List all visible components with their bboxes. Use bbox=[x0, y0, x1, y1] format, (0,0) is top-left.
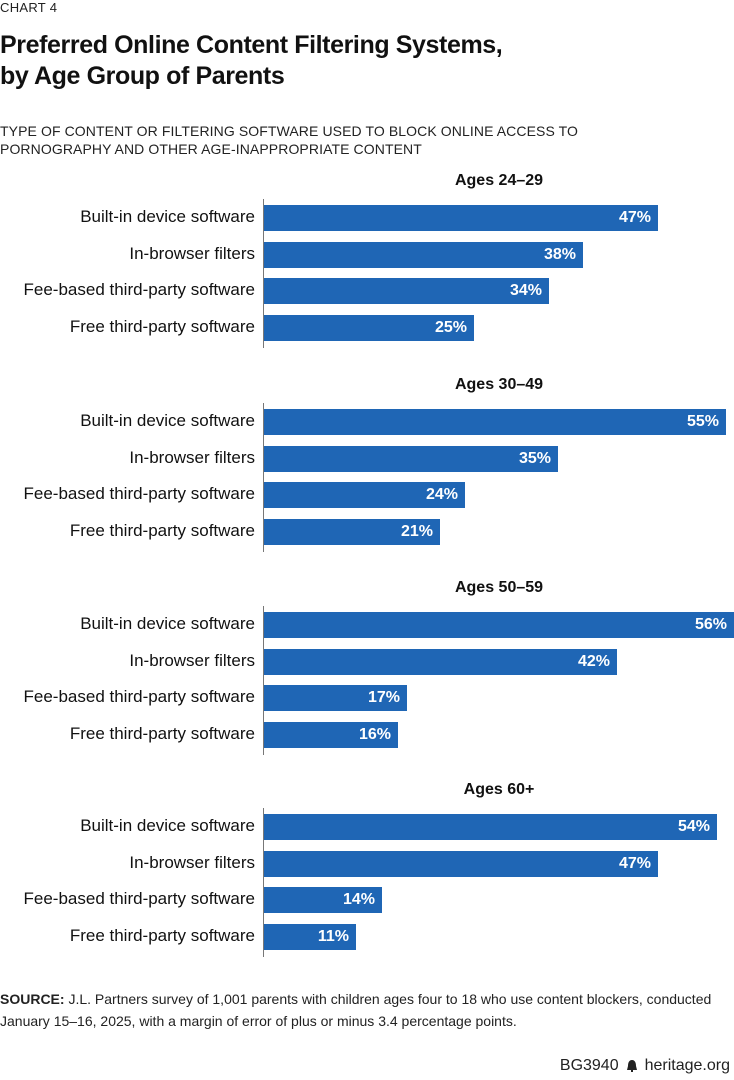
category-label: Fee-based third-party software bbox=[23, 687, 256, 706]
bar: 47% bbox=[264, 205, 658, 231]
category-label: Free third-party software bbox=[69, 723, 255, 743]
source-note: SOURCE: J.L. Partners survey of 1,001 pa… bbox=[0, 988, 730, 1032]
category-label: Built-in device software bbox=[80, 411, 255, 430]
bar: 14% bbox=[264, 887, 382, 913]
bar-value-label: 21% bbox=[400, 522, 433, 540]
heritage-link[interactable]: heritage.org bbox=[644, 1057, 730, 1074]
bar-value-label: 47% bbox=[618, 209, 651, 226]
bar: 25% bbox=[264, 314, 474, 341]
category-label: Built-in device software bbox=[80, 816, 255, 835]
bar: 56% bbox=[264, 612, 734, 638]
bar-value-label: 34% bbox=[509, 282, 542, 299]
chart-title-line-1: Preferred Online Content Filtering Syste… bbox=[0, 31, 503, 59]
bar: 47% bbox=[264, 850, 658, 877]
bar: 35% bbox=[264, 445, 558, 472]
chart-subtitle-line-1: TYPE OF CONTENT OR FILTERING SOFTWARE US… bbox=[0, 123, 579, 139]
bar-value-label: 38% bbox=[543, 245, 576, 263]
bar-value-label: 14% bbox=[342, 891, 375, 908]
bar-value-label: 55% bbox=[686, 413, 719, 430]
category-label: Built-in device software bbox=[80, 207, 255, 226]
chart-title: Preferred Online Content Filtering Syste… bbox=[0, 30, 700, 92]
bar-value-label: 42% bbox=[577, 652, 610, 670]
category-label: In-browser filters bbox=[129, 447, 255, 467]
report-code: BG3940 bbox=[559, 1057, 619, 1074]
chart-subtitle-line-2: PORNOGRAPHY AND OTHER AGE-INAPPROPRIATE … bbox=[0, 141, 422, 157]
source-label: SOURCE: bbox=[0, 991, 65, 1007]
y-axis-line bbox=[263, 606, 264, 755]
bar: 38% bbox=[264, 241, 583, 268]
bar-value-label: 25% bbox=[434, 318, 467, 336]
chart-title-line-2: by Age Group of Parents bbox=[0, 62, 285, 90]
category-label: In-browser filters bbox=[129, 243, 255, 263]
category-label: Fee-based third-party software bbox=[23, 280, 256, 299]
bar-value-label: 17% bbox=[367, 689, 400, 706]
chart-subtitle: TYPE OF CONTENT OR FILTERING SOFTWARE US… bbox=[0, 122, 700, 158]
category-label: In-browser filters bbox=[129, 650, 255, 670]
panel-title: Ages 30–49 bbox=[454, 376, 544, 393]
panel-title: Ages 24–29 bbox=[454, 172, 544, 189]
bar: 54% bbox=[264, 814, 717, 840]
category-label: Fee-based third-party software bbox=[23, 484, 256, 503]
bar: 55% bbox=[264, 409, 726, 435]
bar-value-label: 24% bbox=[425, 486, 458, 503]
bar: 24% bbox=[264, 482, 465, 508]
liberty-bell-icon bbox=[626, 1060, 637, 1072]
y-axis-line bbox=[263, 403, 264, 552]
bar: 11% bbox=[264, 923, 356, 950]
bar-value-label: 54% bbox=[677, 818, 710, 835]
category-label: Free third-party software bbox=[69, 316, 255, 336]
bar-value-label: 16% bbox=[358, 725, 391, 743]
panel-title: Ages 50–59 bbox=[454, 579, 544, 596]
bar: 21% bbox=[264, 518, 440, 545]
y-axis-line bbox=[263, 199, 264, 348]
category-label: Built-in device software bbox=[80, 614, 255, 633]
bar: 34% bbox=[264, 278, 549, 304]
panel-title: Ages 60+ bbox=[463, 781, 535, 798]
bar-value-label: 35% bbox=[518, 449, 551, 467]
category-label: Free third-party software bbox=[69, 925, 255, 945]
bar: 17% bbox=[264, 685, 407, 711]
bar: 16% bbox=[264, 721, 398, 748]
category-label: Fee-based third-party software bbox=[23, 889, 256, 908]
chart-number: CHART 4 bbox=[0, 0, 58, 15]
category-label: In-browser filters bbox=[129, 852, 255, 872]
bar-value-label: 56% bbox=[694, 616, 727, 633]
y-axis-line bbox=[263, 808, 264, 957]
bar: 42% bbox=[264, 648, 617, 675]
bar-value-label: 11% bbox=[317, 927, 349, 945]
category-label: Free third-party software bbox=[69, 520, 255, 540]
footer: BG3940 heritage.org bbox=[560, 1057, 730, 1075]
source-text: J.L. Partners survey of 1,001 parents wi… bbox=[0, 991, 712, 1029]
bar-value-label: 47% bbox=[618, 854, 651, 872]
